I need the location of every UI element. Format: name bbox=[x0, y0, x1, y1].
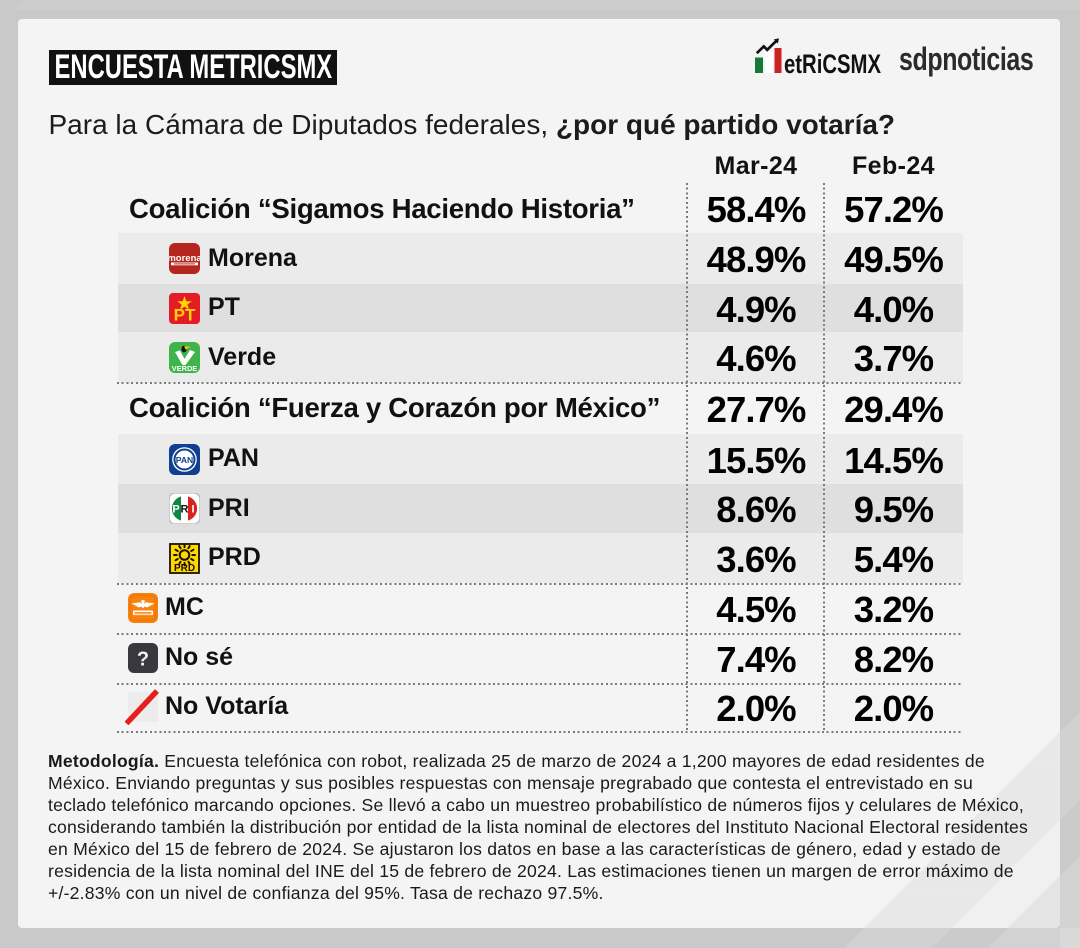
svg-text:R: R bbox=[181, 504, 189, 516]
svg-text:morena: morena bbox=[169, 253, 200, 264]
svg-text:etRiCSMX: etRiCSMX bbox=[784, 49, 881, 78]
svg-text:PT: PT bbox=[174, 305, 196, 324]
svg-text:PRD: PRD bbox=[174, 563, 195, 574]
svg-text:P: P bbox=[172, 504, 179, 516]
svg-text:PAN: PAN bbox=[176, 454, 194, 464]
svg-text:?: ? bbox=[137, 649, 149, 671]
svg-text:I: I bbox=[191, 504, 194, 516]
svg-text:VERDE: VERDE bbox=[172, 364, 198, 373]
